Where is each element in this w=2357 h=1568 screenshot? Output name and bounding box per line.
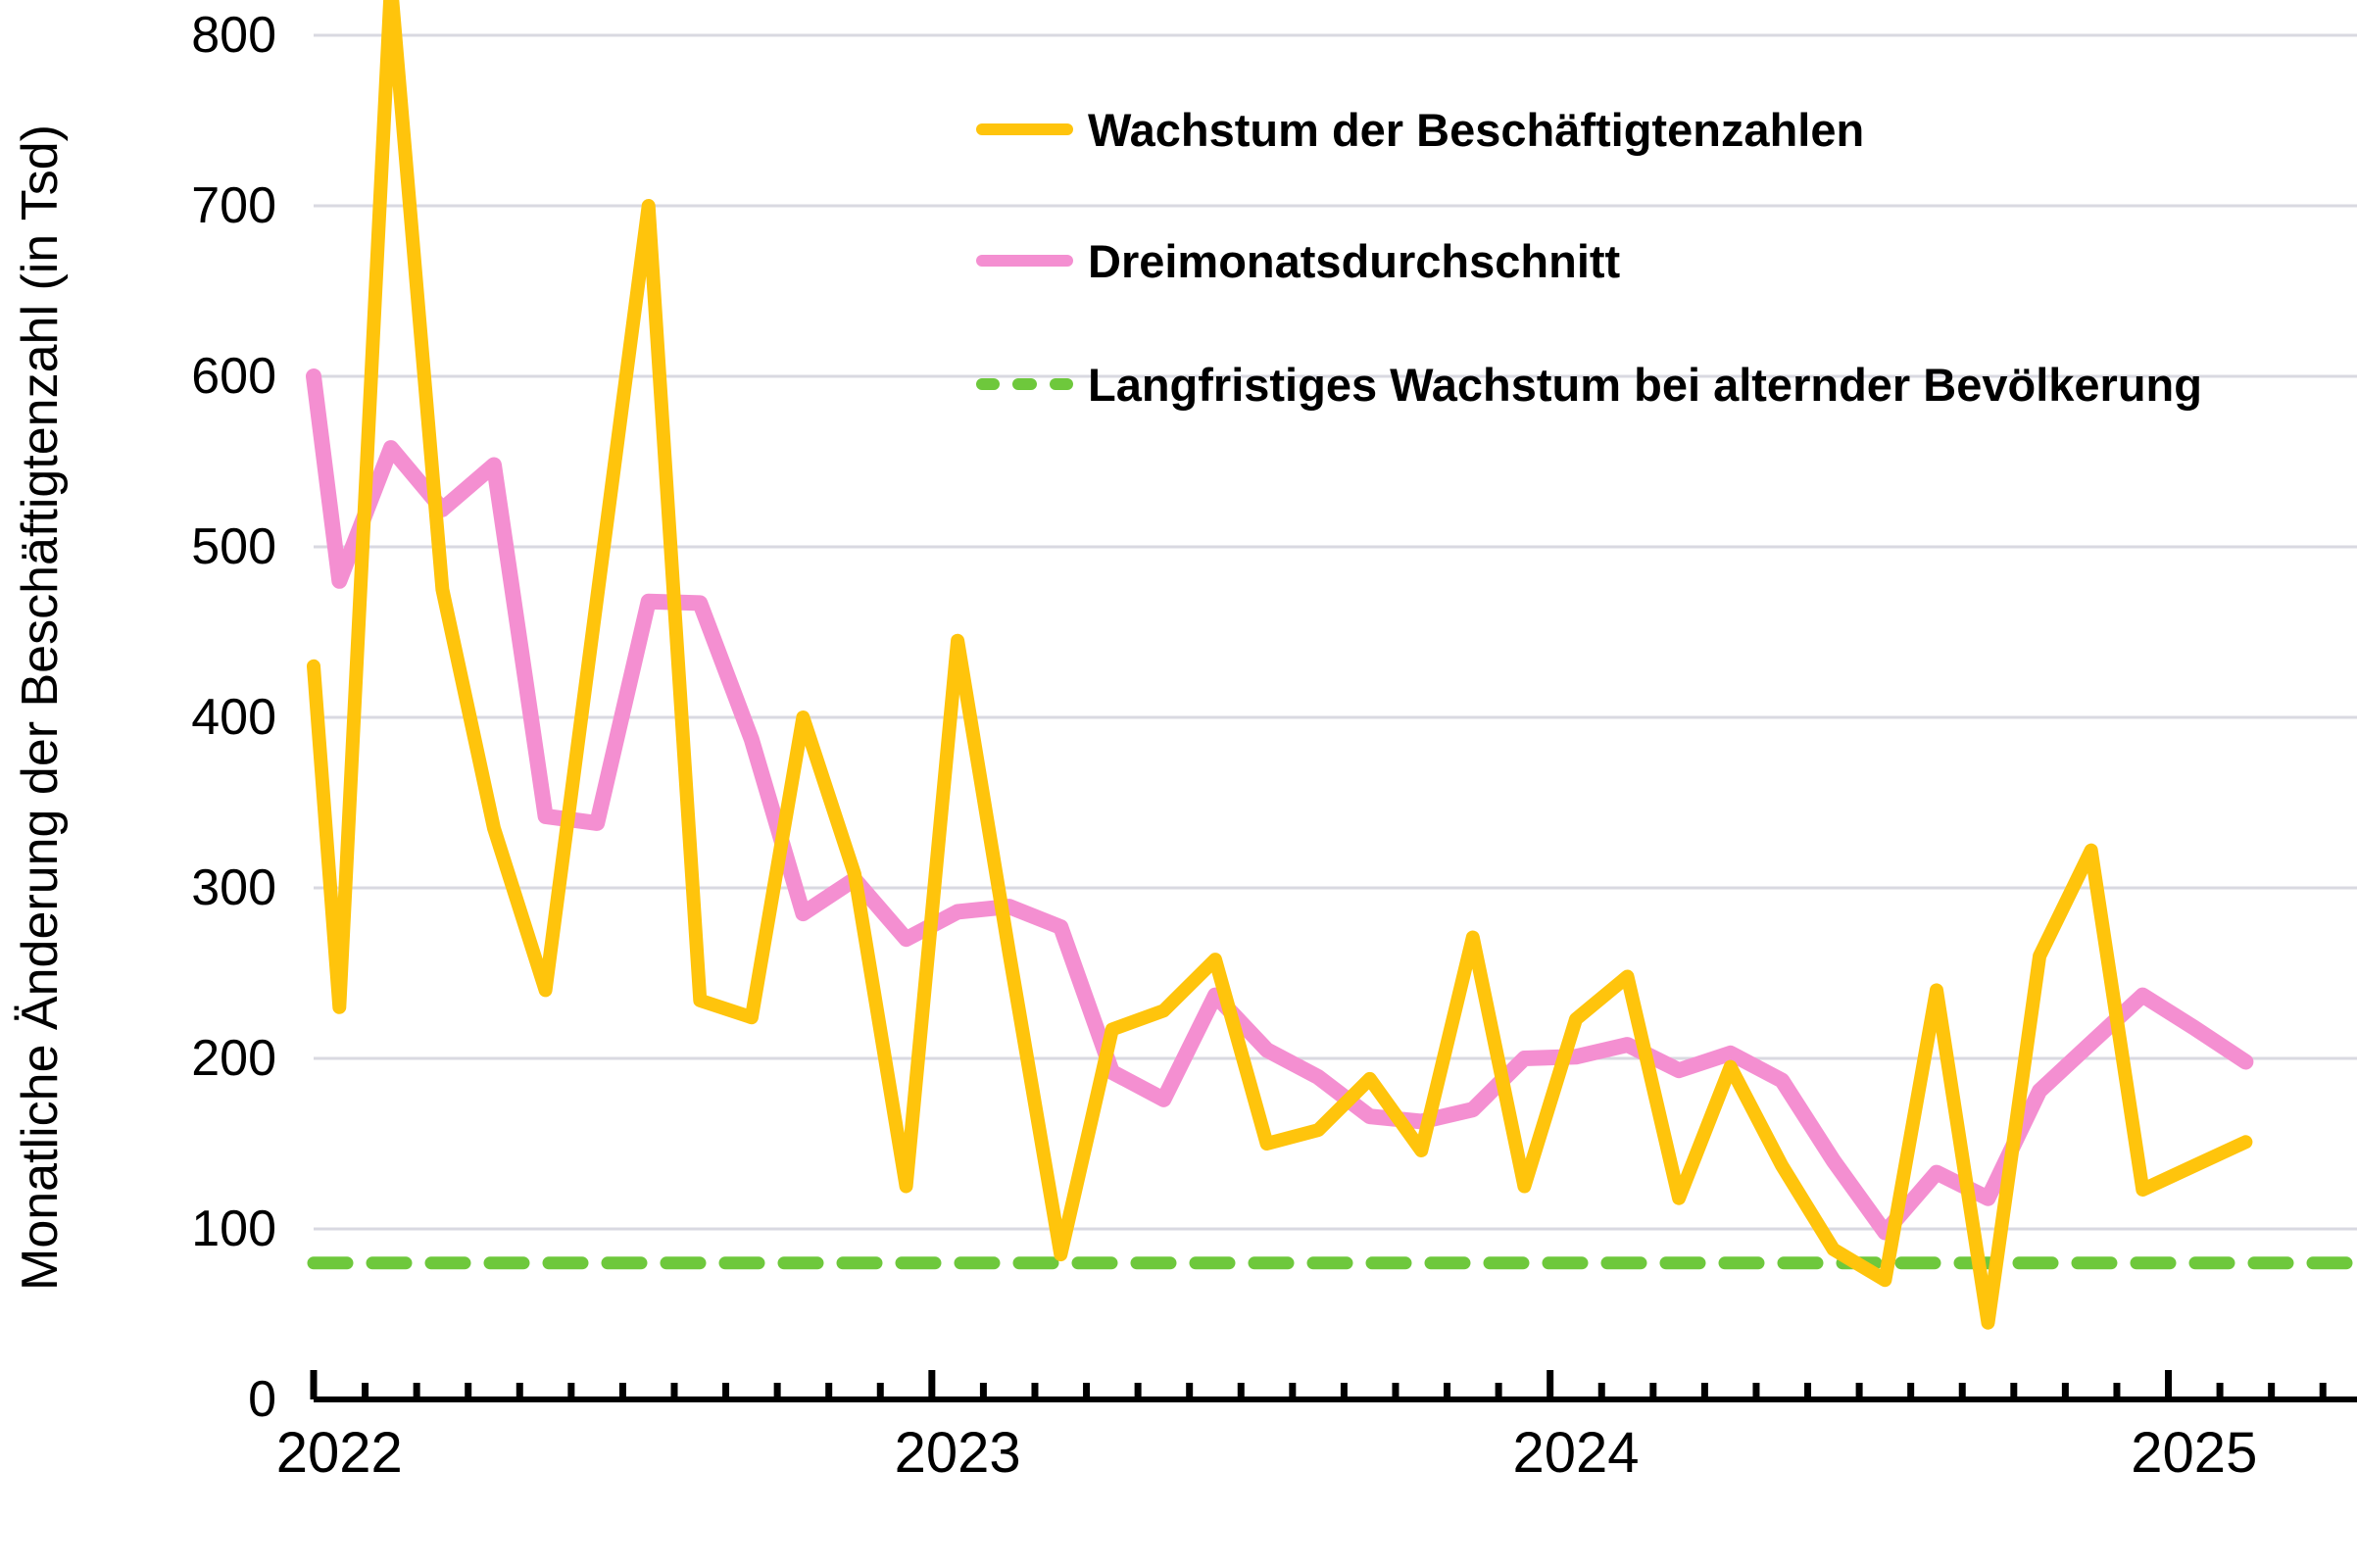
legend-label: Dreimonatsdurchschnitt: [1088, 234, 1621, 287]
legend-item-langfristiges-wachstum: Langfristiges Wachstum bei alternder Bev…: [976, 355, 2202, 414]
y-tick-label: 400: [191, 689, 276, 746]
legend-line-swatch-pink: [976, 255, 1073, 267]
x-year-label: 2025: [2131, 1421, 2257, 1485]
legend-dashed-swatch-green: [976, 378, 1073, 390]
y-tick-label: 700: [191, 177, 276, 234]
legend-label: Wachstum der Beschäftigtenzahlen: [1088, 103, 1865, 156]
y-tick-label: 500: [191, 518, 276, 575]
x-year-label: 2023: [895, 1421, 1021, 1485]
legend-item-wachstum: Wachstum der Beschäftigtenzahlen: [976, 100, 1864, 159]
y-tick-label: 100: [191, 1200, 276, 1257]
legend-item-dreimonatsdurchschnitt: Dreimonatsdurchschnitt: [976, 231, 1620, 290]
y-tick-label: 800: [191, 7, 276, 64]
legend-label: Langfristiges Wachstum bei alternder Bev…: [1088, 358, 2202, 411]
y-tick-label: 200: [191, 1030, 276, 1087]
y-axis-title: Monatliche Änderung der Beschäftigtenzah…: [12, 124, 69, 1291]
legend-line-swatch-yellow: [976, 123, 1073, 135]
x-year-label: 2024: [1512, 1421, 1639, 1485]
series-line-dreimonatsdurchschnitt: [306, 368, 2254, 1241]
y-tick-label: 300: [191, 859, 276, 916]
y-tick-label: 600: [191, 348, 276, 405]
series-line-wachstum: [307, 0, 2253, 1330]
y-tick-label: 0: [248, 1371, 276, 1428]
x-year-label: 2022: [276, 1421, 403, 1485]
